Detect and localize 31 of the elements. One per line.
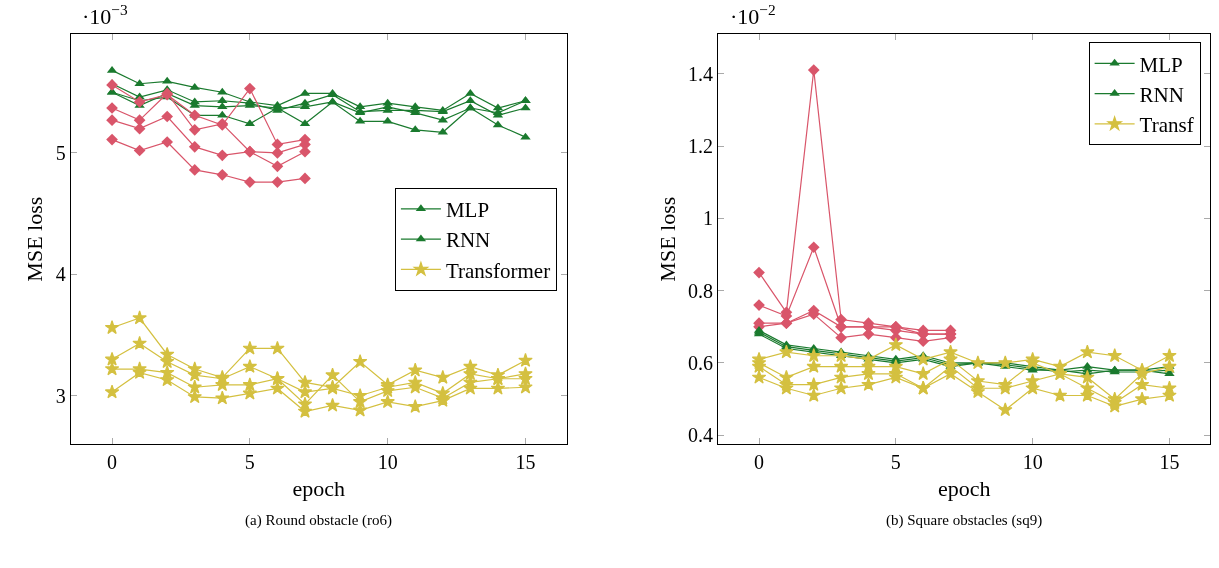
- y-tick-label: 1: [702, 207, 713, 230]
- y-axis-title: MSE loss: [22, 196, 48, 282]
- legend-label: RNN: [1139, 82, 1184, 107]
- y-axis-title: MSE loss: [654, 196, 680, 282]
- y-tick-label: 3: [55, 384, 66, 407]
- legend-label: Transformer: [445, 258, 551, 283]
- x-axis-title: epoch: [937, 476, 991, 502]
- text: (a) Round obstacle (ro6): [245, 512, 393, 529]
- x-tick-label: 15: [515, 451, 536, 474]
- y-tick-label: 4: [55, 263, 66, 286]
- y-tick-label: 0.4: [687, 424, 713, 447]
- x-tick-label: 5: [890, 451, 901, 474]
- x-tick-label: 5: [244, 451, 255, 474]
- x-tick-label: 15: [1159, 451, 1180, 474]
- text: ·10$^{−2}$: [730, 1, 776, 30]
- y-tick-label: 5: [55, 141, 66, 164]
- y-tick-label: 0.8: [687, 279, 713, 302]
- legend-label: MLP: [445, 197, 490, 222]
- legend-label: Transf: [1139, 113, 1194, 138]
- legend-label: MLP: [1139, 52, 1183, 77]
- text: (b) Square obstacles (sq9): [886, 512, 1043, 529]
- y-tick-label: 0.6: [687, 351, 713, 374]
- legend-label: RNN: [445, 228, 491, 253]
- y-tick-label: 1.4: [687, 62, 713, 85]
- x-tick-label: 0: [107, 451, 118, 474]
- x-tick-label: 10: [377, 451, 398, 474]
- text: ·10$^{−3}$: [82, 1, 129, 30]
- x-axis-title: epoch: [292, 476, 346, 502]
- y-tick-label: 1.2: [687, 135, 713, 158]
- x-tick-label: 0: [754, 451, 765, 474]
- x-tick-label: 10: [1022, 451, 1043, 474]
